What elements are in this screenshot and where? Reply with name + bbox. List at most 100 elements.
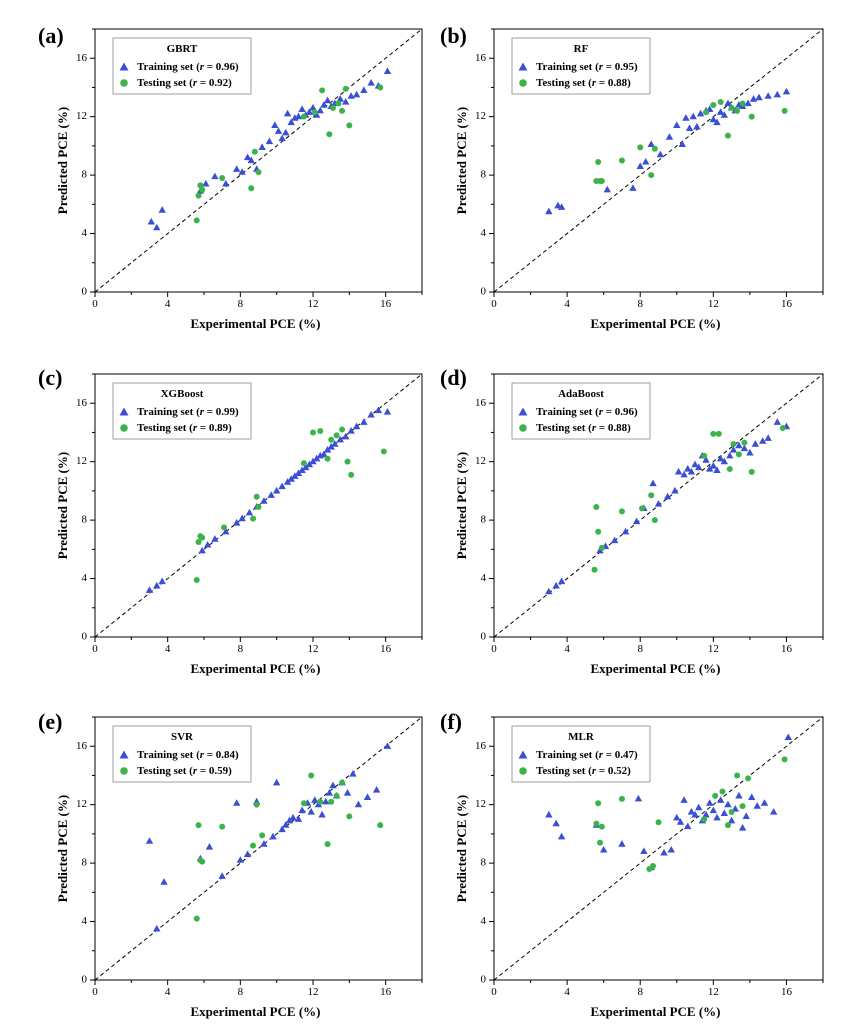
testing-point [781, 107, 788, 114]
y-tick-label: 4 [481, 915, 487, 927]
training-point [243, 153, 252, 161]
x-axis-title: Experimental PCE (%) [191, 316, 321, 331]
training-point [287, 475, 295, 482]
training-point [724, 99, 732, 107]
training-point [222, 527, 230, 535]
y-tick-label: 4 [481, 572, 487, 584]
legend-train-marker [119, 407, 129, 416]
plot-frame [94, 28, 423, 293]
training-point [557, 203, 566, 210]
y-tick-label: 16 [475, 52, 487, 64]
training-point [267, 491, 275, 498]
legend-title: XGBoost [161, 388, 204, 400]
training-point [665, 133, 674, 140]
testing-point [253, 493, 260, 500]
training-point [716, 796, 725, 803]
training-point [278, 134, 286, 142]
x-tick-label: 12 [708, 643, 719, 655]
legend-train-marker [518, 62, 528, 71]
y-tick-label: 12 [475, 110, 486, 122]
y-tick-label: 12 [475, 455, 486, 467]
y-axis-title: Predicted PCE (%) [55, 452, 70, 559]
training-point [746, 448, 754, 456]
testing-point [715, 430, 722, 437]
training-point [629, 184, 637, 191]
training-point [636, 162, 644, 169]
x-tick-label: 0 [92, 986, 98, 998]
legend-title: GBRT [167, 43, 198, 55]
training-point [634, 794, 643, 802]
legend-train-marker [518, 750, 528, 759]
legend-box [511, 725, 651, 783]
training-point [691, 460, 699, 468]
training-point [682, 114, 690, 121]
training-point [323, 445, 332, 453]
testing-point [719, 788, 726, 795]
testing-point [735, 451, 742, 458]
training-point [663, 492, 672, 500]
training-point [247, 156, 255, 164]
x-tick-label: 12 [308, 643, 319, 655]
training-point [724, 800, 732, 808]
training-point [311, 796, 319, 803]
x-tick-label: 8 [637, 298, 643, 310]
training-point [233, 519, 241, 526]
training-point [735, 441, 743, 449]
training-point [642, 157, 650, 165]
training-point [748, 793, 756, 800]
x-tick-label: 8 [238, 643, 244, 655]
legend-test-marker [120, 767, 128, 775]
training-point [621, 527, 630, 535]
legend-entry: Training set (r = 0.99) [137, 406, 239, 418]
training-point [610, 536, 619, 544]
training-point [233, 799, 241, 806]
testing-point [344, 458, 351, 465]
training-point [205, 843, 214, 850]
testing-point [342, 85, 349, 92]
x-axis-title: Experimental PCE (%) [191, 1004, 321, 1019]
training-point [218, 872, 226, 879]
x-tick-label: 8 [238, 986, 244, 998]
training-point [269, 832, 277, 840]
training-point [354, 800, 363, 808]
testing-point [253, 801, 260, 808]
testing-point [728, 104, 735, 111]
legend-test-marker [120, 79, 128, 87]
training-point [726, 451, 734, 459]
training-point [347, 92, 355, 99]
training-point [352, 422, 361, 430]
training-point [323, 96, 332, 104]
y-tick-label: 16 [76, 52, 88, 64]
testing-point [324, 455, 331, 462]
legend-test-marker [120, 424, 128, 432]
x-tick-label: 0 [491, 986, 497, 998]
training-point [318, 810, 326, 818]
legend-title: AdaBoost [558, 388, 604, 400]
training-point [545, 207, 553, 215]
y-tick-label: 4 [481, 227, 487, 239]
y-tick-label: 16 [76, 740, 88, 752]
training-point [656, 150, 665, 158]
testing-point [300, 113, 307, 120]
testing-point [248, 185, 255, 192]
testing-point [310, 429, 316, 436]
training-point [305, 108, 314, 115]
training-point [729, 445, 738, 453]
training-point [684, 464, 692, 472]
testing-point [598, 177, 605, 184]
training-point [705, 464, 714, 472]
y-tick-label: 12 [76, 455, 87, 467]
y-tick-label: 4 [82, 572, 88, 584]
legend-entry: Testing set (r = 0.88) [536, 422, 631, 434]
training-point [271, 121, 279, 129]
testing-point [377, 84, 384, 91]
testing-point [195, 822, 202, 829]
testing-point [651, 145, 658, 152]
x-tick-label: 16 [781, 986, 793, 998]
testing-point [308, 772, 315, 779]
legend-title: MLR [568, 731, 595, 743]
y-tick-label: 8 [481, 857, 487, 869]
testing-point [193, 217, 200, 224]
training-point [667, 845, 675, 853]
training-point [222, 179, 230, 187]
